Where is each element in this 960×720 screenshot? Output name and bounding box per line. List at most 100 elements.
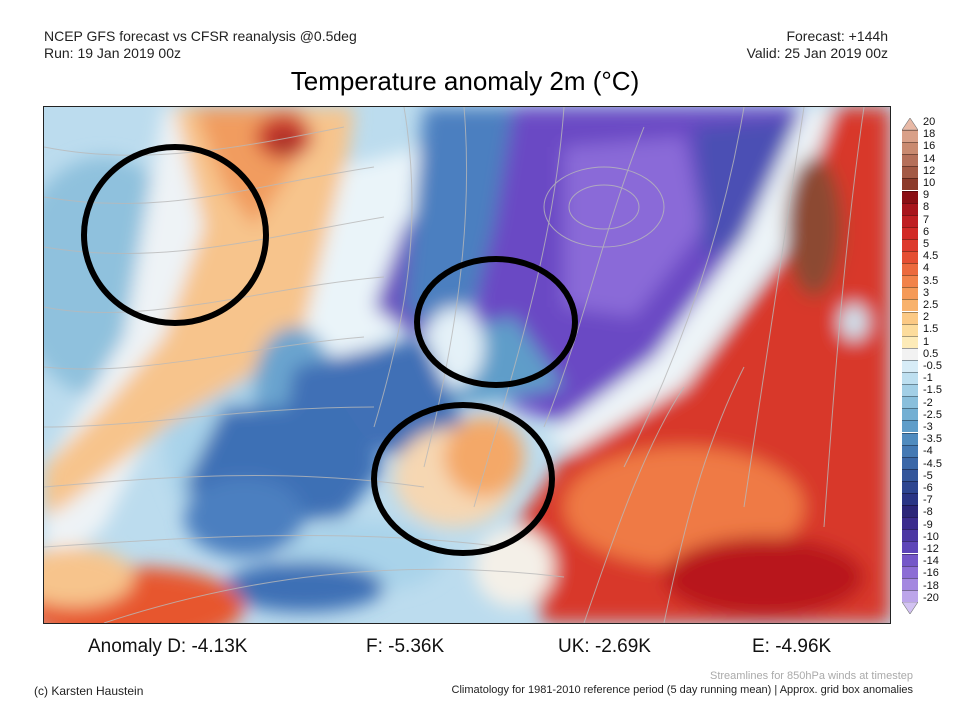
colorbar-segment (902, 553, 918, 566)
colorbar-segment (902, 589, 918, 602)
colorbar-label: -16 (923, 567, 939, 580)
colorbar-segment (902, 178, 918, 191)
colorbar-label: 1 (923, 335, 930, 348)
colorbar-segment (902, 202, 918, 215)
colorbar-segment (902, 251, 918, 264)
colorbar-segment (902, 287, 918, 300)
colorbar-segment (902, 384, 918, 397)
colorbar-label: -18 (923, 579, 939, 592)
colorbar-min-arrow (902, 601, 918, 614)
colorbar-label: 3.5 (923, 274, 939, 287)
colorbar-segment (902, 565, 918, 578)
model-description: NCEP GFS forecast vs CFSR reanalysis @0.… (44, 28, 357, 44)
anomaly-spain: E: -4.96K (752, 636, 832, 657)
valid-time: Valid: 25 Jan 2019 00z (746, 45, 888, 61)
colorbar-label: 16 (923, 140, 936, 153)
anomaly-uk: UK: -2.69K (558, 636, 651, 657)
colorbar-segment (902, 505, 918, 518)
colorbar-label: -4 (923, 445, 933, 458)
colorbar-label: 14 (923, 152, 936, 165)
colorbar-segment (902, 396, 918, 409)
colorbar-label: -0.5 (923, 360, 942, 372)
colorbar-segment (902, 166, 918, 179)
anomaly-map (43, 106, 891, 624)
colorbar-label: 5 (923, 238, 930, 250)
colorbar-label: 4.5 (923, 250, 939, 263)
anomaly-field (44, 107, 890, 623)
streamlines (44, 107, 865, 623)
colorbar-segment (902, 420, 918, 433)
colorbar-label: -3 (923, 421, 933, 433)
colorbar-segment (902, 130, 918, 143)
colorbar-label: -3.5 (923, 433, 942, 446)
forecast-hour: Forecast: +144h (786, 28, 888, 44)
colorbar-segment (902, 263, 918, 276)
colorbar-label: -8 (923, 506, 933, 519)
colorbar-label: 3 (923, 286, 930, 299)
colorbar-label: -12 (923, 543, 939, 555)
colorbar-label: -6 (923, 482, 933, 494)
colorbar-segment (902, 275, 918, 288)
colorbar-label: -20 (923, 591, 939, 604)
colorbar-segment (902, 529, 918, 542)
colorbar-label: 0.5 (923, 347, 939, 360)
colorbar-label: -7 (923, 494, 933, 507)
circle-baltic (414, 256, 578, 388)
colorbar-max-arrow (902, 118, 918, 130)
colorbar-label: 10 (923, 177, 936, 189)
colorbar-segment (902, 226, 918, 239)
colorbar-segment (902, 347, 918, 360)
colorbar-label: -5 (923, 469, 933, 482)
anomaly-germany: Anomaly D: -4.13K (88, 636, 248, 657)
colorbar-label: -2.5 (923, 408, 942, 421)
colorbar-label: 12 (923, 164, 936, 177)
colorbar-segment (902, 154, 918, 167)
colorbar-segment (902, 432, 918, 445)
colorbar-segment (902, 190, 918, 203)
colorbar-label: -10 (923, 530, 939, 543)
header-left: NCEP GFS forecast vs CFSR reanalysis @0.… (44, 28, 357, 62)
colorbar-label: -2 (923, 396, 933, 409)
colorbar-segment (902, 335, 918, 348)
colorbar-label: 7 (923, 213, 930, 226)
colorbar-label: 18 (923, 128, 936, 141)
colorbar-segment (902, 359, 918, 372)
colorbar-segment (902, 541, 918, 554)
colorbar-label: -14 (923, 555, 939, 568)
colorbar-segment (902, 493, 918, 506)
credit: (c) Karsten Haustein (34, 684, 144, 698)
colorbar-label: -9 (923, 518, 933, 531)
colorbar-label: -4.5 (923, 457, 942, 470)
header-right: Forecast: +144h Valid: 25 Jan 2019 00z (747, 28, 888, 62)
colorbar-segment (902, 323, 918, 336)
colorbar-label: 9 (923, 189, 930, 202)
colorbar-segment (902, 456, 918, 469)
colorbar-label: 2.5 (923, 299, 939, 311)
run-time: Run: 19 Jan 2019 00z (44, 45, 181, 61)
circle-north-atlantic (81, 144, 269, 326)
colorbar-label: 6 (923, 225, 930, 238)
colorbar-segment (902, 238, 918, 251)
colorbar-segment (902, 372, 918, 385)
climatology-note: Climatology for 1981-2010 reference peri… (451, 684, 913, 696)
colorbar-segment (902, 299, 918, 312)
highlight-circles (81, 144, 578, 556)
colorbar-segment (902, 577, 918, 590)
colorbar-segment (902, 214, 918, 227)
colorbar-segment (902, 142, 918, 155)
colorbar-label: 8 (923, 201, 930, 214)
map-canvas (44, 107, 890, 623)
colorbar-segment (902, 480, 918, 493)
colorbar-label: 4 (923, 262, 930, 275)
anomaly-france: F: -5.36K (366, 636, 445, 657)
colorbar-label: 2 (923, 311, 930, 324)
colorbar-label: -1.5 (923, 384, 942, 397)
colorbar-segment (902, 311, 918, 324)
circle-balkans (371, 402, 555, 556)
map-title: Temperature anomaly 2m (°C) (290, 66, 640, 96)
colorbar-label: 1.5 (923, 323, 939, 336)
colorbar-segment (902, 408, 918, 421)
colorbar-segment (902, 444, 918, 457)
colorbar-label: -1 (923, 372, 933, 385)
streamlines-note: Streamlines for 850hPa winds at timestep (710, 670, 913, 682)
